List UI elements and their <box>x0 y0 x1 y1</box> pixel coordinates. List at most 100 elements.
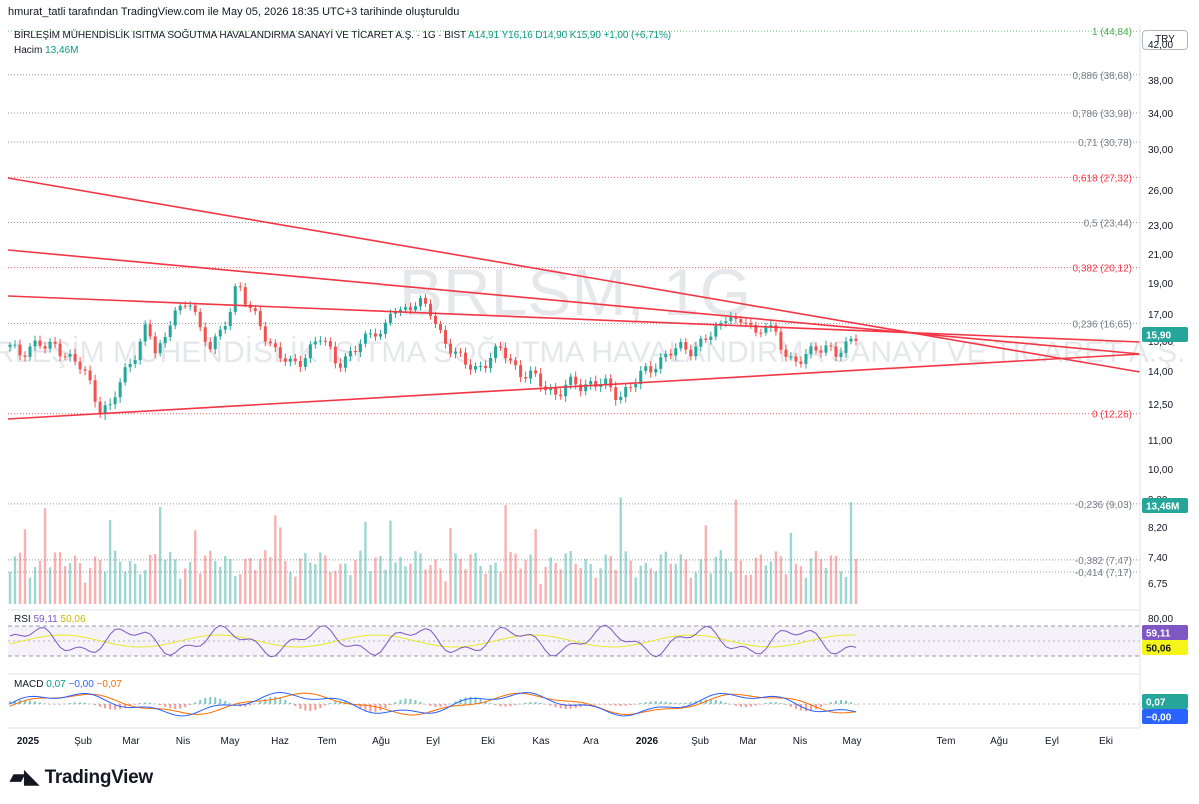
candle-body <box>48 341 52 349</box>
volume-bar <box>474 552 477 604</box>
candle-body <box>804 354 808 364</box>
candle-body <box>138 341 142 361</box>
volume-bar <box>249 558 252 604</box>
volume-bar <box>18 552 22 604</box>
candle-body <box>93 380 97 402</box>
macd-hist-bar <box>569 704 572 709</box>
candle-body <box>794 356 798 362</box>
macd-hist-bar <box>289 702 292 704</box>
macd-hist-bar <box>579 704 582 708</box>
candle-body <box>689 349 693 357</box>
candle-body <box>393 312 397 314</box>
macd-hist-bar <box>439 704 442 707</box>
time-axis[interactable]: 2025 Şub Mar Nis May Haz Tem Ağu Eyl Eki Kas Ara 202… <box>8 727 1140 747</box>
price-tick-label: 26,00 <box>1148 186 1173 197</box>
macd-hist-bar <box>434 704 437 707</box>
price-tick-label: 34,00 <box>1148 109 1173 120</box>
candle-body <box>659 357 663 369</box>
macd-hist-bar <box>419 701 422 704</box>
candle-body <box>193 305 197 312</box>
fib-label: 0,71 (30,78) <box>1078 138 1132 149</box>
volume-bar <box>664 551 667 604</box>
volume-bar <box>524 560 527 604</box>
symbol-legend[interactable]: BİRLEŞİM MÜHENDİSLİK ISITMA SOĞUTMA HAVA… <box>14 30 672 41</box>
volume-bar <box>224 555 227 604</box>
volume-bar <box>639 565 642 604</box>
macd-hist-bar <box>49 704 52 705</box>
fib-label: -0,382 (7,47) <box>1075 556 1132 567</box>
macd-hist-bar <box>99 704 102 707</box>
macd-legend[interactable]: MACD 0,07 −0,00 −0,07 <box>14 679 122 690</box>
macd-hist-bar <box>674 702 677 704</box>
macd-hist-bar <box>9 701 11 704</box>
volume-bar <box>384 569 387 604</box>
attribution-header: hmurat_tatli tarafından TradingView.com … <box>8 6 460 18</box>
volume-bar <box>23 529 27 604</box>
candle-body <box>303 358 307 367</box>
price-tick-label: 14,00 <box>1148 367 1173 378</box>
macd-hist-bar <box>834 700 837 704</box>
time-tick-label: Tem <box>318 736 337 747</box>
volume-bar <box>359 550 362 604</box>
price-axis[interactable]: 42,00 38,00 34,00 30,00 26,00 23,00 21,00 19,00… <box>1139 25 1173 728</box>
fibonacci-levels: 1 (44,84) 0,886 (38,68) 0,786 (33,98) 0,71 … <box>8 27 1140 579</box>
volume-bar <box>63 566 67 604</box>
candle-body <box>238 286 242 288</box>
macd-hist-bar <box>204 697 207 704</box>
volume-bar <box>83 582 87 604</box>
candle-body <box>428 303 432 316</box>
candle-body <box>63 356 67 358</box>
candle-body <box>484 365 488 369</box>
volume-bar <box>469 554 472 604</box>
macd-hist-bar <box>224 700 227 704</box>
volume-bar <box>529 554 532 604</box>
time-tick-label: Kas <box>532 736 549 747</box>
price-tick-label: 19,00 <box>1148 279 1173 290</box>
macd-hist-bar <box>304 704 307 711</box>
volume-legend[interactable]: Hacim 13,46M <box>14 45 78 56</box>
trend-line <box>7 295 1141 343</box>
candle-body <box>13 344 17 346</box>
candle-body <box>158 343 162 354</box>
volume-bar <box>143 570 147 604</box>
rsi-legend[interactable]: RSI 59,11 50,06 <box>14 614 86 625</box>
currency-button[interactable]: TRY <box>1142 30 1188 50</box>
volume-bar <box>239 574 242 604</box>
trend-lines[interactable] <box>7 177 1141 420</box>
candle-body <box>434 315 438 324</box>
macd-hist-bar <box>729 704 732 705</box>
macd-hist-bar <box>174 704 177 709</box>
volume-bar <box>619 497 622 604</box>
macd-hist-bar <box>194 702 197 704</box>
candle-body <box>298 361 302 367</box>
candle-body <box>33 340 37 347</box>
symbol-name: BİRLEŞİM MÜHENDİSLİK ISITMA SOĞUTMA HAVA… <box>14 30 414 41</box>
candle-body <box>594 381 598 387</box>
macd-hist-bar <box>329 703 332 704</box>
candle-body <box>273 343 277 348</box>
macd-hist-bar <box>364 704 367 711</box>
volume-bar <box>123 571 127 604</box>
volume-bar <box>399 557 402 604</box>
candle-body <box>313 341 317 345</box>
volume-bars <box>8 497 858 604</box>
candle-body <box>163 336 167 344</box>
volume-bar <box>244 558 247 604</box>
volume-bar <box>499 571 502 604</box>
volume-bar <box>699 559 703 604</box>
candle-body <box>123 367 127 383</box>
candle-body <box>178 305 182 311</box>
candle-body <box>849 338 853 342</box>
macd-hist-bar <box>574 704 577 709</box>
volume-bar <box>419 553 422 604</box>
volume-bar <box>704 525 708 604</box>
volume-bar <box>8 572 12 604</box>
volume-bar <box>609 556 612 604</box>
rsi-ma-badge: 50,06 <box>1146 644 1171 655</box>
candle-body <box>233 286 237 312</box>
volume-bar <box>354 559 357 604</box>
macd-hist-bar <box>529 702 532 704</box>
volume-bar <box>148 554 152 604</box>
candle-body <box>413 306 417 310</box>
